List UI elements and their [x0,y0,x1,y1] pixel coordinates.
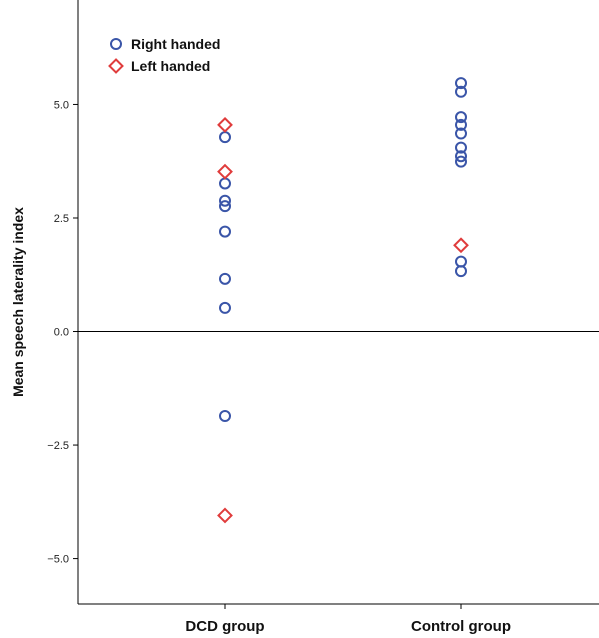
right-handed-point [455,118,467,131]
right-handed-point [455,155,467,168]
y-tick-label: −5.0 [47,554,69,566]
right-handed-point [455,141,467,154]
right-handed-point [219,225,231,238]
y-tick-label: −2.5 [47,440,69,452]
x-axis-categories: DCD group Control group [185,604,511,635]
legend: Right handed Left handed [108,36,220,74]
y-axis-label: Mean speech laterality index [10,207,26,397]
legend-right-handed-marker [110,38,122,50]
legend-label: Left handed [131,58,210,74]
y-axis-ticks: 5.0 2.5 0.0 −2.5 −5.0 [47,99,78,566]
right-handed-point [219,194,231,207]
right-handed-point [455,85,467,98]
right-handed-point [219,177,231,190]
right-handed-point [455,77,467,90]
x-category-label: DCD group [185,618,264,635]
plot-frame [77,0,599,605]
left-handed-point [453,237,469,254]
right-handed-point [455,265,467,278]
right-handed-point [219,301,231,314]
right-handed-point [455,255,467,268]
x-category-label: Control group [411,618,511,635]
y-tick-label: 5.0 [54,99,69,111]
right-handed-point [219,131,231,144]
legend-label: Right handed [131,36,220,52]
left-handed-point [217,163,233,180]
y-tick-label: 0.0 [54,327,69,339]
legend-left-handed-marker [108,58,124,74]
right-handed-point [219,200,231,213]
data-points [217,77,469,524]
y-tick-label: 2.5 [54,213,69,225]
right-handed-point [219,409,231,422]
left-handed-point [217,507,233,524]
right-handed-point [455,150,467,163]
right-handed-point [455,127,467,140]
right-handed-point [455,111,467,124]
left-handed-point [217,116,233,133]
right-handed-point [219,272,231,285]
